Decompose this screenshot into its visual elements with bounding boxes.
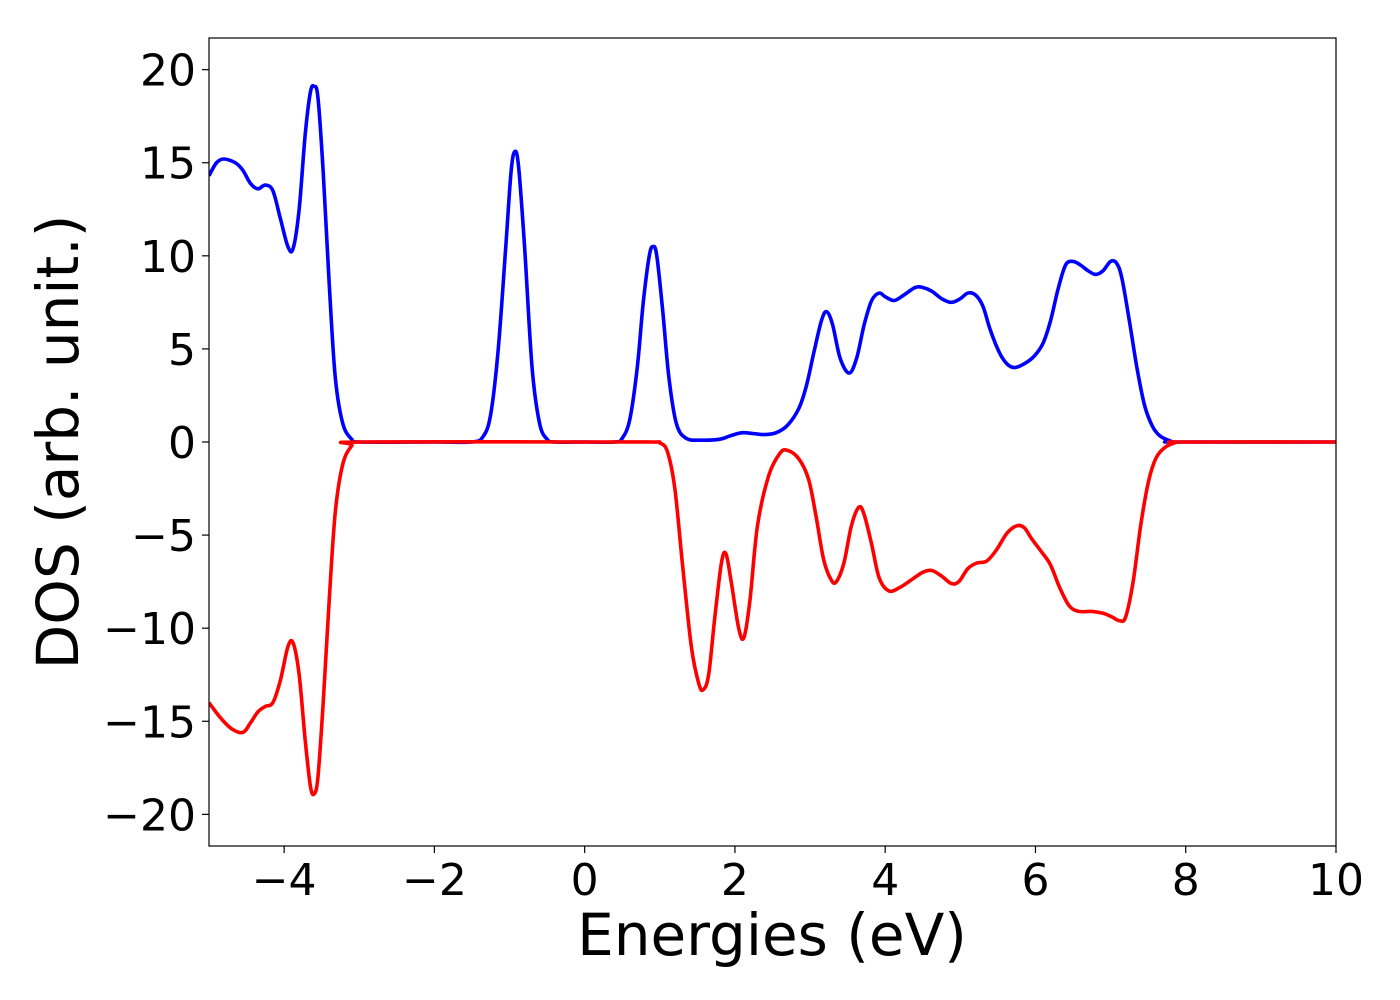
y-tick-label: −15 (103, 697, 196, 748)
y-tick-label: −5 (131, 511, 196, 562)
y-tick-label: 20 (140, 46, 196, 97)
x-tick-label: −4 (252, 855, 317, 906)
x-axis-title: Energies (eV) (577, 901, 967, 969)
series-line-red (209, 439, 1336, 797)
x-tick-label: 0 (571, 855, 599, 906)
y-tick-label: −20 (103, 790, 196, 841)
y-tick-label: 0 (168, 418, 196, 469)
y-tick-label: 15 (140, 139, 196, 190)
x-tick-label: 10 (1308, 855, 1364, 906)
y-tick-label: 5 (168, 325, 196, 376)
x-tick-label: 2 (721, 855, 749, 906)
x-tick-label: 8 (1172, 855, 1200, 906)
y-axis-title: DOS (arb. unit.) (24, 215, 92, 670)
x-tick-label: −2 (402, 855, 467, 906)
series-line-blue (209, 83, 1336, 445)
y-tick-label: 10 (140, 232, 196, 283)
y-tick-label: −10 (103, 604, 196, 655)
series-layer (209, 83, 1336, 797)
x-tick-label: 4 (871, 855, 899, 906)
x-tick-label: 6 (1021, 855, 1049, 906)
